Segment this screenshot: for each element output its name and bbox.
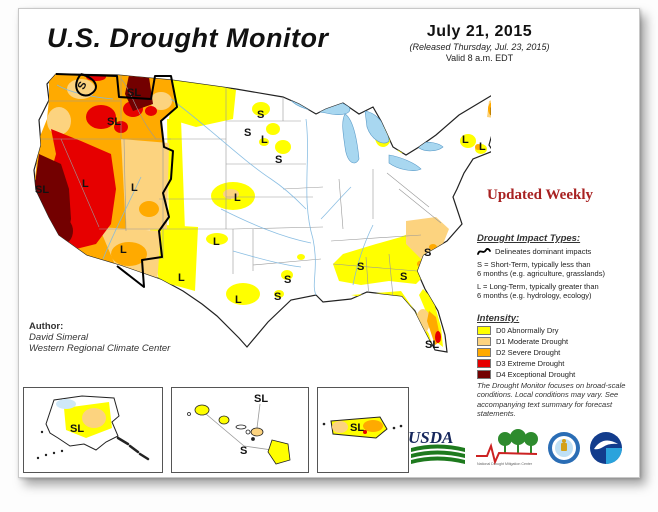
- alaska-water: [56, 399, 76, 409]
- map-impact-label: L: [234, 192, 241, 204]
- impact-types-legend: Drought Impact Types: Delineates dominan…: [477, 233, 645, 300]
- molokai: [235, 424, 247, 430]
- drought-monitor-report: U.S. Drought Monitor July 21, 2015 (Rele…: [18, 8, 640, 478]
- delineation-squiggle-icon: [477, 248, 491, 255]
- d3-swatch: [477, 359, 491, 368]
- lanai: [245, 429, 251, 435]
- map-impact-label: L: [213, 236, 220, 248]
- impact-legend-title: Drought Impact Types:: [477, 233, 581, 244]
- map-impact-label: SL: [107, 116, 121, 128]
- legend-row-d2: D2 Severe Drought: [477, 348, 645, 357]
- map-impact-label: S: [400, 271, 407, 283]
- ndmc-logo: National Drought Mitigation Center: [476, 429, 538, 466]
- alaska-inset-map: SL: [23, 387, 163, 473]
- maui: [250, 427, 264, 437]
- date-block: July 21, 2015 (Released Thursday, Jul. 2…: [377, 23, 582, 63]
- map-impact-label: S: [275, 154, 282, 166]
- state-borders: [34, 75, 442, 300]
- map-impact-label: S: [284, 274, 291, 286]
- map-impact-label: L: [261, 134, 268, 146]
- updated-weekly-note: Updated Weekly: [487, 187, 593, 203]
- kauai: [194, 404, 210, 416]
- hawaii-inset-map: SL S: [171, 387, 309, 473]
- dept-of-commerce-seal: [548, 432, 580, 464]
- map-impact-label: L: [479, 141, 486, 153]
- pr-d1-area: [332, 421, 348, 433]
- impact-labels: S SL SL SL L L L L L L S S L S L S S S S…: [35, 80, 491, 351]
- noaa-logo: [590, 432, 622, 464]
- map-impact-label: L: [178, 272, 185, 284]
- pr-d3-spot: [363, 430, 367, 434]
- map-impact-label: S: [76, 80, 90, 92]
- d4-label: D4 Exceptional Drought: [496, 370, 576, 379]
- d2-swatch: [477, 348, 491, 357]
- map-impact-label: S: [274, 291, 281, 303]
- legend-row-d3: D3 Extreme Drought: [477, 359, 645, 368]
- usda-logo: USDA: [408, 428, 465, 464]
- delineates-text: Delineates dominant impacts: [495, 247, 592, 256]
- map-impact-label: L: [462, 134, 469, 146]
- report-date: July 21, 2015: [426, 23, 533, 40]
- hawaii-leader-lines: [205, 403, 273, 451]
- short-term-definition: S = Short-Term, typically less than 6 mo…: [477, 260, 605, 278]
- map-impact-label: SL: [35, 184, 49, 196]
- map-impact-label: SL: [127, 87, 141, 99]
- niihau: [187, 412, 191, 416]
- map-impact-label: L: [235, 294, 242, 306]
- intensity-legend: Intensity: D0 Abnormally Dry D1 Moderate…: [477, 313, 645, 379]
- hawaii-impact-label-s: S: [240, 445, 247, 457]
- alaska-d1-area: [82, 408, 106, 428]
- legend-row-d4: D4 Exceptional Drought: [477, 370, 645, 379]
- pr-d2-area: [363, 420, 383, 432]
- d1-label: D1 Moderate Drought: [496, 337, 569, 346]
- author-block: Author: David Simeral Western Regional C…: [29, 321, 170, 354]
- agency-logos: USDA National Drought Mitigation Center: [407, 423, 637, 473]
- map-impact-label: S: [244, 127, 251, 139]
- rivers: [56, 84, 374, 296]
- author-name: David Simeral: [29, 332, 89, 343]
- valid-time: Valid 8 a.m. EDT: [445, 53, 514, 63]
- pr-small-islands: [322, 422, 403, 430]
- map-impact-label: L: [120, 244, 127, 256]
- d4-swatch: [477, 370, 491, 379]
- d3-label: D3 Extreme Drought: [496, 359, 565, 368]
- map-impact-label: L: [131, 182, 138, 194]
- map-impact-label: L: [82, 178, 89, 190]
- d0-swatch: [477, 326, 491, 335]
- disclaimer-text: The Drought Monitor focuses on broad-sca…: [477, 381, 626, 419]
- svg-text:USDA: USDA: [408, 428, 453, 447]
- svg-text:National Drought Mitigation Ce: National Drought Mitigation Center: [477, 462, 533, 466]
- map-impact-label: S: [257, 109, 264, 121]
- hawaii-impact-label-sl: SL: [254, 393, 268, 405]
- d1-swatch: [477, 337, 491, 346]
- alaska-panhandle: [116, 436, 150, 461]
- oahu: [218, 415, 230, 425]
- release-date: (Released Thursday, Jul. 23, 2015): [409, 42, 550, 52]
- page-title: U.S. Drought Monitor: [47, 23, 329, 53]
- author-heading: Author:: [29, 321, 64, 332]
- kahoolawe: [251, 437, 255, 441]
- drought-regions: [34, 74, 491, 349]
- pr-impact-label: SL: [350, 422, 364, 434]
- author-org: Western Regional Climate Center: [29, 343, 171, 354]
- aleutian-islands: [36, 430, 64, 460]
- long-term-definition: L = Long-Term, typically greater than 6 …: [477, 282, 599, 300]
- map-impact-label: S: [357, 261, 364, 273]
- legend-row-d0: D0 Abnormally Dry: [477, 326, 645, 335]
- d0-label: D0 Abnormally Dry: [496, 326, 559, 335]
- puerto-rico-inset-map: SL: [317, 387, 409, 473]
- map-impact-label: SL: [425, 339, 439, 351]
- legend-row-d1: D1 Moderate Drought: [477, 337, 645, 346]
- d2-label: D2 Severe Drought: [496, 348, 561, 357]
- alaska-impact-label: SL: [70, 423, 84, 435]
- impact-delineation-line: [55, 73, 178, 288]
- us-drought-map: S SL SL SL L L L L L L S S L S L S S S S…: [33, 73, 491, 353]
- map-impact-label: S: [424, 247, 431, 259]
- intensity-legend-title: Intensity:: [477, 313, 520, 324]
- big-island: [267, 439, 291, 465]
- map-impact-label: L: [490, 106, 491, 118]
